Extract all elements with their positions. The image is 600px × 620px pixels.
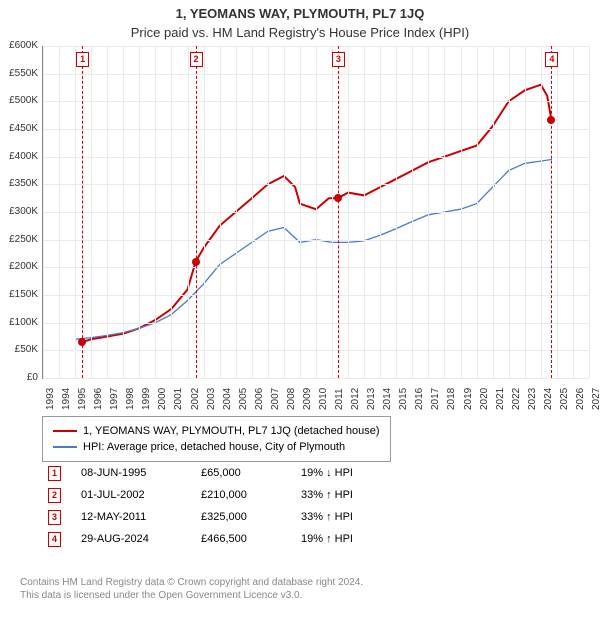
event-marker: 3 xyxy=(332,52,345,67)
event-point xyxy=(192,258,200,266)
event-table-diff: 19% ↓ HPI xyxy=(301,467,401,479)
y-tick-label: £550K xyxy=(0,68,38,79)
event-table-marker: 3 xyxy=(48,510,61,525)
event-table-marker: 2 xyxy=(48,488,61,503)
event-point xyxy=(334,194,342,202)
x-tick-label: 2009 xyxy=(302,388,313,410)
y-tick-label: £100K xyxy=(0,317,38,328)
x-tick-label: 2004 xyxy=(222,388,233,410)
x-tick-label: 2023 xyxy=(527,388,538,410)
x-tick-label: 2011 xyxy=(334,388,345,410)
x-tick-label: 2025 xyxy=(559,388,570,410)
event-line xyxy=(551,46,552,378)
x-tick-label: 2022 xyxy=(511,388,522,410)
legend-label: 1, YEOMANS WAY, PLYMOUTH, PL7 1JQ (detac… xyxy=(83,423,380,439)
y-tick-label: £350K xyxy=(0,178,38,189)
event-point xyxy=(547,116,555,124)
x-tick-label: 1995 xyxy=(77,388,88,410)
x-tick-label: 2017 xyxy=(430,388,441,410)
event-marker: 4 xyxy=(545,52,558,67)
x-tick-label: 1997 xyxy=(109,388,120,410)
x-tick-label: 2018 xyxy=(446,388,457,410)
event-table-marker: 4 xyxy=(48,532,61,547)
x-tick-label: 2000 xyxy=(157,388,168,410)
chart-title-2: Price paid vs. HM Land Registry's House … xyxy=(0,21,600,40)
x-tick-label: 2007 xyxy=(270,388,281,410)
chart-container: 1, YEOMANS WAY, PLYMOUTH, PL7 1JQ Price … xyxy=(0,0,600,620)
x-tick-label: 2016 xyxy=(414,388,425,410)
y-tick-label: £300K xyxy=(0,206,38,217)
event-line xyxy=(82,46,83,378)
event-table-row: 1 08-JUN-1995£65,00019% ↓ HPI xyxy=(48,462,401,484)
x-tick-label: 2024 xyxy=(543,388,554,410)
event-point xyxy=(78,338,86,346)
x-tick-label: 2012 xyxy=(350,388,361,410)
x-tick-label: 1994 xyxy=(61,388,72,410)
footer-line-2: This data is licensed under the Open Gov… xyxy=(20,589,363,602)
x-tick-label: 2006 xyxy=(254,388,265,410)
chart-legend: 1, YEOMANS WAY, PLYMOUTH, PL7 1JQ (detac… xyxy=(42,416,391,462)
event-table: 1 08-JUN-1995£65,00019% ↓ HPI 2 01-JUL-2002… xyxy=(48,462,401,550)
x-tick-label: 2021 xyxy=(495,388,506,410)
x-tick-label: 2003 xyxy=(206,388,217,410)
event-table-date: 01-JUL-2002 xyxy=(81,489,201,501)
x-tick-label: 2002 xyxy=(190,388,201,410)
legend-swatch xyxy=(53,430,77,432)
y-tick-label: £600K xyxy=(0,40,38,51)
legend-swatch xyxy=(53,446,77,447)
x-tick-label: 2015 xyxy=(398,388,409,410)
x-tick-label: 2026 xyxy=(575,388,586,410)
x-tick-label: 2005 xyxy=(238,388,249,410)
y-tick-label: £0 xyxy=(0,372,38,383)
y-tick-label: £150K xyxy=(0,289,38,300)
event-table-date: 29-AUG-2024 xyxy=(81,533,201,545)
event-table-date: 12-MAY-2011 xyxy=(81,511,201,523)
event-table-marker: 1 xyxy=(48,466,61,481)
event-marker: 1 xyxy=(76,52,89,67)
legend-item: HPI: Average price, detached house, City… xyxy=(53,439,380,455)
event-table-diff: 33% ↑ HPI xyxy=(301,489,401,501)
chart-footer: Contains HM Land Registry data © Crown c… xyxy=(20,576,363,602)
event-line xyxy=(338,46,339,378)
chart-title-1: 1, YEOMANS WAY, PLYMOUTH, PL7 1JQ xyxy=(0,0,600,21)
y-tick-label: £250K xyxy=(0,234,38,245)
x-tick-label: 2019 xyxy=(463,388,474,410)
series-line xyxy=(75,159,552,339)
y-tick-label: £50K xyxy=(0,344,38,355)
x-tick-label: 1999 xyxy=(141,388,152,410)
legend-item: 1, YEOMANS WAY, PLYMOUTH, PL7 1JQ (detac… xyxy=(53,423,380,439)
x-tick-label: 2013 xyxy=(366,388,377,410)
x-tick-label: 2027 xyxy=(591,388,600,410)
x-tick-label: 2020 xyxy=(479,388,490,410)
event-table-row: 2 01-JUL-2002£210,00033% ↑ HPI xyxy=(48,484,401,506)
x-tick-label: 1993 xyxy=(45,388,56,410)
event-table-price: £325,000 xyxy=(201,511,301,523)
event-marker: 2 xyxy=(190,52,203,67)
x-tick-label: 2001 xyxy=(173,388,184,410)
event-table-diff: 33% ↑ HPI xyxy=(301,511,401,523)
y-tick-label: £450K xyxy=(0,123,38,134)
x-tick-label: 2008 xyxy=(286,388,297,410)
y-tick-label: £400K xyxy=(0,151,38,162)
legend-label: HPI: Average price, detached house, City… xyxy=(83,439,345,455)
event-line xyxy=(196,46,197,378)
chart-plot-area: 1 2 3 4 xyxy=(42,46,589,379)
event-table-diff: 19% ↑ HPI xyxy=(301,533,401,545)
x-tick-label: 1996 xyxy=(93,388,104,410)
event-table-date: 08-JUN-1995 xyxy=(81,467,201,479)
event-table-price: £466,500 xyxy=(201,533,301,545)
x-tick-label: 2014 xyxy=(382,388,393,410)
event-table-row: 3 12-MAY-2011£325,00033% ↑ HPI xyxy=(48,506,401,528)
x-tick-label: 1998 xyxy=(125,388,136,410)
y-tick-label: £500K xyxy=(0,95,38,106)
event-table-price: £65,000 xyxy=(201,467,301,479)
x-tick-label: 2010 xyxy=(318,388,329,410)
event-table-price: £210,000 xyxy=(201,489,301,501)
footer-line-1: Contains HM Land Registry data © Crown c… xyxy=(20,576,363,589)
event-table-row: 4 29-AUG-2024£466,50019% ↑ HPI xyxy=(48,528,401,550)
y-tick-label: £200K xyxy=(0,261,38,272)
